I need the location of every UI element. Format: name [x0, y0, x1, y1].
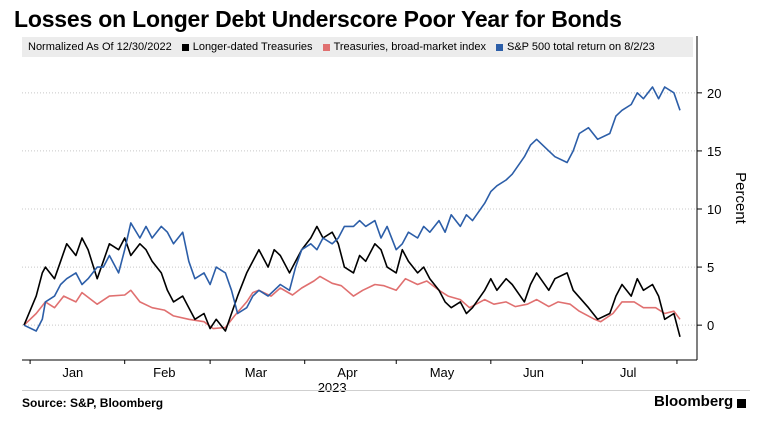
- legend-swatch-sp500: [496, 43, 503, 51]
- legend-item-broad-treasuries: Treasuries, broad-market index: [322, 41, 486, 53]
- ytick-label-0: 0: [707, 318, 714, 333]
- legend-swatch-broad-treasuries: [322, 43, 330, 51]
- series-line-sp500: [23, 86, 681, 332]
- ytick-label-20: 20: [707, 86, 721, 101]
- ytick-label-15: 15: [707, 144, 721, 159]
- ytick-label-5: 5: [707, 260, 714, 275]
- legend: Normalized As Of 12/30/2022 Longer-dated…: [22, 37, 693, 57]
- footer-divider: [22, 390, 750, 391]
- xtick-label-apr: Apr: [337, 365, 358, 380]
- xtick-label-jun: Jun: [523, 365, 544, 380]
- ytick-label-10: 10: [707, 202, 721, 217]
- brand-name: Bloomberg: [654, 393, 734, 410]
- series-line-broad-treasuries: [23, 275, 681, 330]
- legend-note: Normalized As Of 12/30/2022: [28, 41, 172, 53]
- xtick-label-jul: Jul: [620, 365, 637, 380]
- legend-label-longer-treasuries: Longer-dated Treasuries: [192, 41, 313, 53]
- xtick-label-may: May: [430, 365, 455, 380]
- y-axis-title: Percent: [732, 172, 749, 225]
- bloomberg-mark-icon: [737, 399, 747, 408]
- legend-label-sp500: S&P 500 total return on 8/2/23: [507, 41, 655, 53]
- legend-swatch-longer-treasuries: [181, 43, 189, 51]
- chart-title: Losses on Longer Debt Underscore Poor Ye…: [14, 6, 622, 32]
- series-line-longer-treasuries: [23, 225, 681, 338]
- xtick-label-feb: Feb: [153, 365, 175, 380]
- x-year-label: 2023: [318, 380, 347, 395]
- legend-item-sp500: S&P 500 total return on 8/2/23: [496, 41, 655, 53]
- legend-label-broad-treasuries: Treasuries, broad-market index: [333, 41, 486, 53]
- legend-item-longer-treasuries: Longer-dated Treasuries: [181, 41, 313, 53]
- brand-logo: Bloomberg: [654, 393, 747, 410]
- xtick-label-mar: Mar: [245, 365, 268, 380]
- xtick-label-jan: Jan: [62, 365, 83, 380]
- source-note: Source: S&P, Bloomberg: [22, 396, 164, 410]
